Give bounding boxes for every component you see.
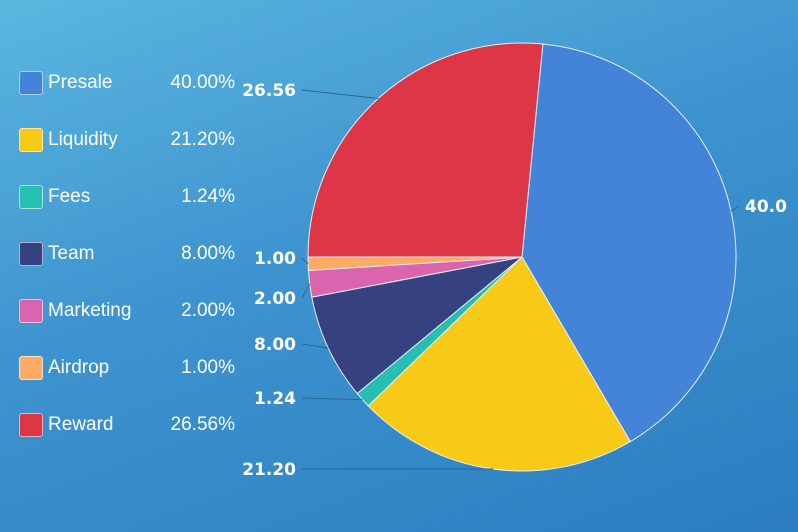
legend-swatch — [19, 185, 43, 209]
legend-label: Marketing — [48, 300, 132, 321]
legend-percent: 26.56% — [170, 414, 235, 435]
legend-item[interactable]: Reward 26.56% — [19, 412, 235, 438]
legend-label: Reward — [48, 414, 114, 435]
legend-label: Team — [48, 243, 95, 264]
pie-slice-team[interactable] — [311, 256, 523, 395]
label-leader-line — [301, 283, 311, 299]
legend-swatch — [19, 242, 43, 266]
legend-percent: 2.00% — [181, 300, 235, 321]
legend-item[interactable]: Liquidity 21.20% — [19, 127, 235, 153]
label-leader-line — [301, 343, 329, 349]
data-label: 1.24 — [254, 389, 296, 409]
legend-item[interactable]: Fees 1.24% — [19, 184, 235, 210]
legend-item[interactable]: Presale 40.00% — [19, 70, 235, 96]
label-leader-line — [301, 257, 309, 265]
data-label: 2.00 — [254, 289, 296, 309]
legend-percent: 8.00% — [181, 243, 235, 264]
legend-label: Presale — [48, 72, 113, 93]
legend-label: Fees — [48, 186, 91, 207]
data-label: 1.00 — [254, 249, 296, 269]
legend-percent: 1.00% — [181, 357, 235, 378]
data-label: 8.00 — [254, 335, 296, 355]
data-label: 21.20 — [242, 460, 296, 480]
legend-item[interactable]: Airdrop 1.00% — [19, 355, 235, 381]
data-label: 26.56 — [242, 81, 296, 101]
legend-percent: 21.20% — [170, 129, 235, 150]
legend-swatch — [19, 299, 43, 323]
pie-slice-presale[interactable] — [521, 43, 737, 443]
legend-swatch — [19, 128, 43, 152]
legend-swatch — [19, 356, 43, 380]
data-label: 40.0 — [745, 197, 787, 217]
legend-percent: 1.24% — [181, 186, 235, 207]
legend-swatch — [19, 413, 43, 437]
legend-percent: 40.00% — [170, 72, 235, 93]
pie-slice-reward[interactable] — [307, 42, 544, 258]
label-leader-line — [730, 205, 740, 212]
legend-item[interactable]: Marketing 2.00% — [19, 298, 235, 324]
legend-label: Liquidity — [48, 129, 118, 150]
label-leader-line — [301, 89, 379, 99]
legend-label: Airdrop — [48, 357, 110, 378]
legend-item[interactable]: Team 8.00% — [19, 241, 235, 267]
label-leader-line — [301, 397, 363, 401]
legend-swatch — [19, 71, 43, 95]
